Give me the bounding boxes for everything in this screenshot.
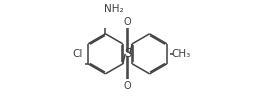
Text: NH₂: NH₂	[104, 4, 123, 14]
Text: S: S	[123, 47, 131, 60]
Text: CH₃: CH₃	[171, 49, 190, 59]
Text: O: O	[123, 17, 131, 27]
Text: O: O	[123, 81, 131, 91]
Text: Cl: Cl	[72, 49, 82, 59]
